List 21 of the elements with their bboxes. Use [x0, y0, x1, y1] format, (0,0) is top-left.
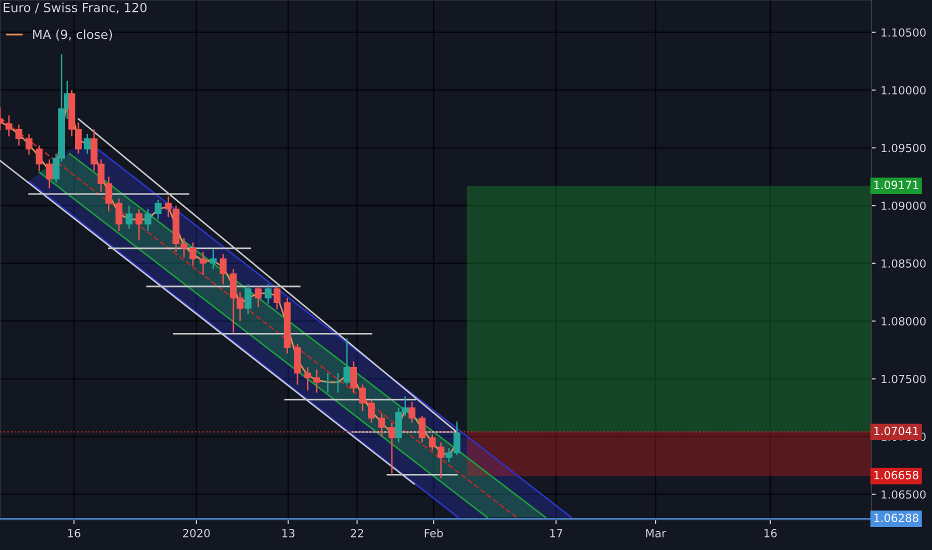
y-tick-label: 1.09000	[882, 202, 926, 210]
x-tick-label: Mar	[646, 529, 666, 538]
y-tick-label: 1.10500	[882, 28, 926, 37]
x-tick-label: 2020	[183, 528, 210, 538]
y-tick-label: 1.08000	[882, 317, 926, 326]
ref-line-label: 1.06288	[874, 514, 918, 522]
band-label: 1.09171	[874, 180, 918, 190]
y-tick-label: 1.06500	[882, 490, 926, 499]
y-tick-label: 1.10000	[882, 86, 926, 94]
x-tick-label: 16	[764, 528, 777, 538]
x-tick-label: 16	[68, 528, 80, 538]
x-tick-label: 17	[550, 529, 562, 538]
x-tick-label: 22	[350, 528, 364, 538]
x-tick-label: Feb	[424, 528, 443, 538]
x-tick-label: 13	[282, 528, 294, 538]
y-tick-label: 1.09500	[882, 144, 926, 152]
y-tick-label: 1.07500	[882, 374, 926, 384]
legend-label: MA (9, close)	[33, 29, 112, 41]
y-tick-label: 1.08500	[882, 259, 926, 268]
band-label: 1.06658	[874, 470, 918, 480]
chart-title: Euro / Swiss Franc, 120	[4, 2, 147, 14]
